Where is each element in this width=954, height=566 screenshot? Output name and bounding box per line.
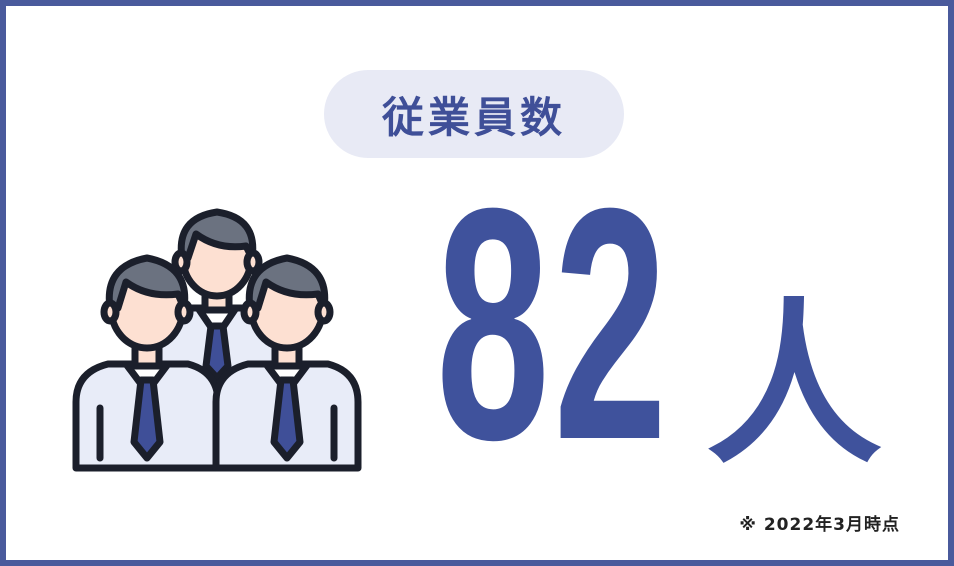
person-back: [152, 208, 282, 382]
employees-group-icon: [72, 208, 362, 472]
as-of-date-note: ※ 2022年3月時点: [739, 515, 900, 535]
employee-count-unit: 人: [706, 283, 883, 488]
employee-count-number: 82: [436, 139, 672, 508]
heading-badge: 従業員数: [324, 70, 624, 158]
person-left: [72, 254, 222, 472]
person-right: [212, 254, 362, 472]
heading-label: 従業員数: [381, 92, 566, 142]
